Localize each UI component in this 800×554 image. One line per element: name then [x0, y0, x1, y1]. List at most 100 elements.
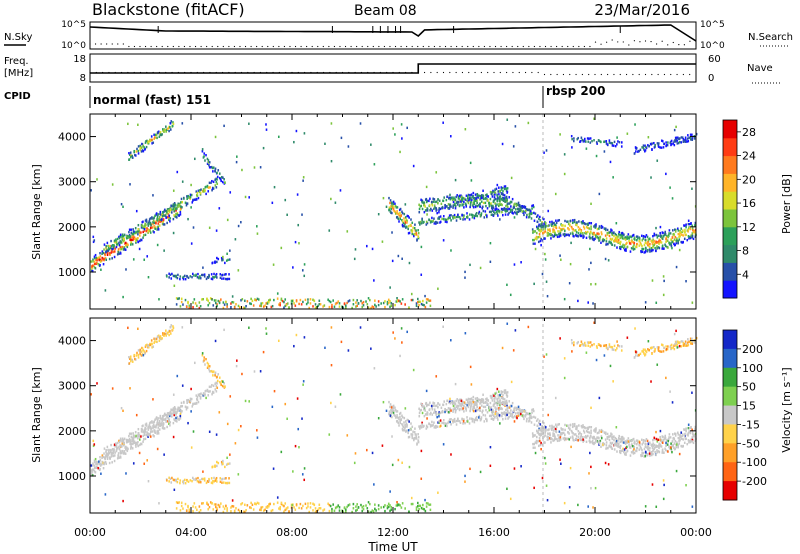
velocity-cell: [522, 415, 524, 418]
velocity-cell: [191, 476, 194, 480]
power-cell: [199, 277, 202, 280]
power-cell: [294, 240, 297, 244]
power-cell: [636, 237, 639, 240]
power-cell: [94, 253, 97, 257]
nsearch-point: [644, 40, 647, 42]
velocity-cell: [503, 389, 506, 392]
velocity-cell: [110, 449, 112, 452]
velocity-cell: [649, 446, 651, 450]
velocity-cell: [151, 420, 153, 423]
velocity-cell: [625, 453, 627, 456]
nsearch-point: [500, 45, 502, 48]
power-cell: [408, 216, 410, 219]
power-cell: [402, 225, 405, 228]
power-cell: [694, 221, 697, 225]
power-cell: [626, 237, 628, 240]
velocity-cell: [547, 438, 550, 441]
power-colorbar-segment-2: [723, 244, 737, 263]
power-cell: [183, 197, 185, 200]
freq-right-tick-bottom: 0: [708, 73, 714, 84]
velocity-cell: [505, 408, 507, 412]
velocity-cell: [392, 409, 395, 412]
power-cell: [494, 208, 497, 212]
velocity-cell: [652, 442, 654, 445]
power-cell: [482, 196, 484, 199]
power-cell: [532, 204, 535, 207]
velocity-cell: [673, 442, 676, 445]
power-cell: [137, 237, 139, 240]
freq-left-tick-bottom: 8: [80, 73, 86, 84]
power-cell: [435, 221, 438, 224]
velocity-cell: [398, 412, 401, 416]
power-cell: [212, 166, 215, 169]
power-cell: [131, 156, 134, 159]
velocity-cell: [633, 451, 636, 455]
velocity-cell: [596, 346, 598, 349]
power-cell: [392, 127, 394, 130]
velocity-cell: [575, 435, 578, 438]
power-cell: [431, 204, 434, 207]
power-cell: [172, 121, 174, 124]
power-cell: [464, 128, 467, 131]
velocity-cell: [134, 441, 137, 445]
velocity-cell: [153, 337, 155, 340]
power-cell: [657, 145, 660, 148]
velocity-cell: [502, 417, 504, 421]
power-cell: [659, 240, 662, 244]
power-cell: [469, 205, 471, 209]
power-cell: [630, 247, 633, 250]
nave-point: [613, 73, 615, 76]
velocity-cell: [456, 404, 458, 408]
velocity-cell: [615, 441, 618, 445]
velocity-cell: [93, 470, 96, 473]
velocity-cell: [107, 448, 109, 452]
velocity-cell: [619, 440, 622, 444]
velocity-cell: [189, 479, 192, 482]
power-cell: [215, 177, 218, 181]
velocity-cell: [539, 428, 542, 432]
velocity-cell: [585, 436, 588, 439]
velocity-cell: [435, 404, 438, 407]
power-cell: [297, 223, 300, 227]
power-cell: [143, 258, 146, 261]
power-cell: [554, 226, 557, 229]
power-cell: [152, 221, 154, 224]
velocity-cell: [665, 441, 667, 445]
power-cell: [177, 204, 180, 207]
power-cell: [221, 257, 224, 261]
power-cell: [157, 228, 160, 231]
velocity-cell: [501, 414, 503, 418]
power-cell: [659, 146, 661, 149]
power-cell: [435, 200, 438, 203]
power-cell: [130, 155, 132, 159]
nave-point: [209, 71, 211, 74]
power-cell: [429, 219, 432, 223]
velocity-cell: [661, 448, 664, 451]
velocity-cell: [156, 420, 159, 423]
velocity-cell: [225, 463, 228, 466]
velocity-cell: [163, 413, 166, 416]
velocity-cell: [589, 441, 591, 444]
power-cell: [146, 228, 149, 231]
power-cell: [218, 301, 221, 305]
velocity-cell: [475, 417, 477, 420]
velocity-cell: [143, 350, 145, 353]
velocity-cell: [636, 441, 639, 444]
power-cell: [622, 243, 624, 247]
power-cell: [211, 189, 213, 192]
power-cell: [538, 233, 541, 236]
power-cell: [588, 227, 591, 230]
nsearch-point: [167, 45, 169, 48]
power-cell: [454, 198, 457, 202]
power-cell: [441, 206, 444, 210]
velocity-cell: [652, 452, 654, 456]
power-ytick-label-2: 3000: [58, 176, 86, 189]
velocity-cell: [193, 402, 196, 405]
power-cell: [357, 302, 360, 305]
power-cell: [159, 210, 162, 214]
power-cell: [571, 227, 573, 230]
velocity-cell: [687, 426, 690, 430]
velocity-cell: [549, 434, 551, 437]
power-cell: [413, 226, 416, 230]
nsearch-point: [639, 41, 641, 43]
